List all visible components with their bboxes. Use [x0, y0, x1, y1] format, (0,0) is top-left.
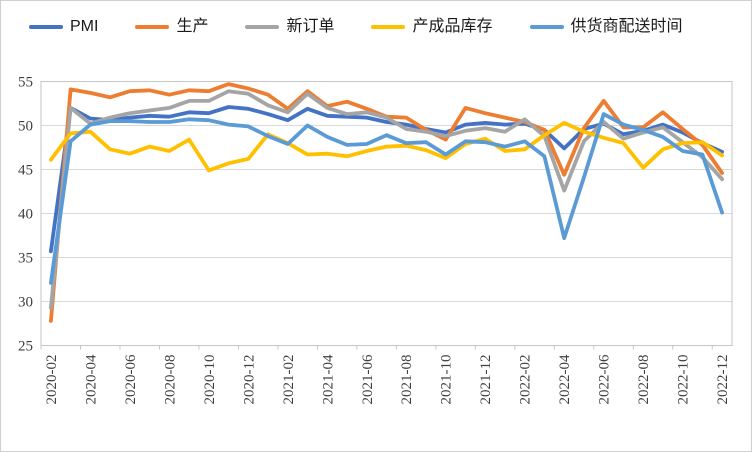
y-axis-tick-label: 25: [18, 339, 33, 355]
x-axis-tick-label: 2021-02: [281, 355, 297, 405]
x-axis-tick-label: 2020-02: [44, 355, 60, 405]
legend-swatch-new-orders: [245, 24, 280, 30]
x-axis-tick-label: 2022-06: [597, 354, 613, 404]
y-axis-tick-label: 40: [18, 207, 33, 223]
legend-label-pmi: PMI: [70, 18, 99, 35]
x-axis-tick-label: 2020-06: [123, 354, 139, 404]
series-line-2: [49, 89, 724, 310]
x-axis-tick-label: 2020-04: [83, 354, 99, 404]
x-axis-tick-label: 2020-08: [162, 355, 178, 405]
x-axis-tick-label: 2022-08: [636, 355, 652, 405]
x-axis-tick-label: 2021-08: [399, 355, 415, 405]
legend-swatch-pmi: [29, 24, 63, 30]
x-axis-tick-label: 2022-04: [557, 354, 573, 404]
plot-border: [40, 81, 733, 346]
legend-swatch-production: [135, 24, 170, 30]
x-axis-tick-label: 2021-04: [320, 354, 336, 404]
y-axis-tick-label: 35: [18, 251, 33, 267]
series-line-4: [49, 112, 724, 285]
x-axis-tick-label: 2021-10: [439, 355, 455, 405]
y-axis-tick-label: 50: [18, 119, 33, 135]
chart-legend: PMI 生产 新订单 产成品库存 供货商配送时间: [29, 15, 683, 39]
legend-label-production: 生产: [176, 18, 209, 35]
legend-item-finished-goods-inventory: 产成品库存: [371, 18, 493, 35]
x-axis-tick-label: 2020-12: [241, 355, 257, 405]
series-line-0: [49, 105, 724, 254]
x-axis-tick-label: 2022-02: [518, 355, 534, 405]
legend-item-supplier-delivery-time: 供货商配送时间: [529, 18, 683, 35]
x-axis-tick-label: 2020-10: [202, 355, 218, 405]
legend-label-new-orders: 新订单: [286, 18, 335, 35]
x-axis-tick-label: 2022-10: [676, 355, 692, 405]
legend-item-new-orders: 新订单: [245, 19, 334, 35]
legend-item-production: 生产: [135, 19, 208, 35]
y-axis-tick-label: 45: [18, 163, 33, 179]
legend-swatch-supplier-delivery-time: [529, 24, 564, 30]
x-axis-tick-label: 2022-12: [715, 355, 731, 405]
x-axis-tick-label: 2021-12: [478, 355, 494, 405]
legend-label-finished-goods-inventory: 产成品库存: [412, 18, 493, 35]
x-axis-tick-label: 2021-06: [360, 354, 376, 404]
legend-swatch-finished-goods-inventory: [371, 24, 406, 30]
y-axis-tick-label: 30: [18, 295, 33, 311]
series-line-3: [49, 121, 724, 173]
legend-label-supplier-delivery-time: 供货商配送时间: [570, 18, 683, 35]
legend-item-pmi: PMI: [29, 19, 98, 35]
y-axis-tick-label: 55: [18, 75, 33, 91]
